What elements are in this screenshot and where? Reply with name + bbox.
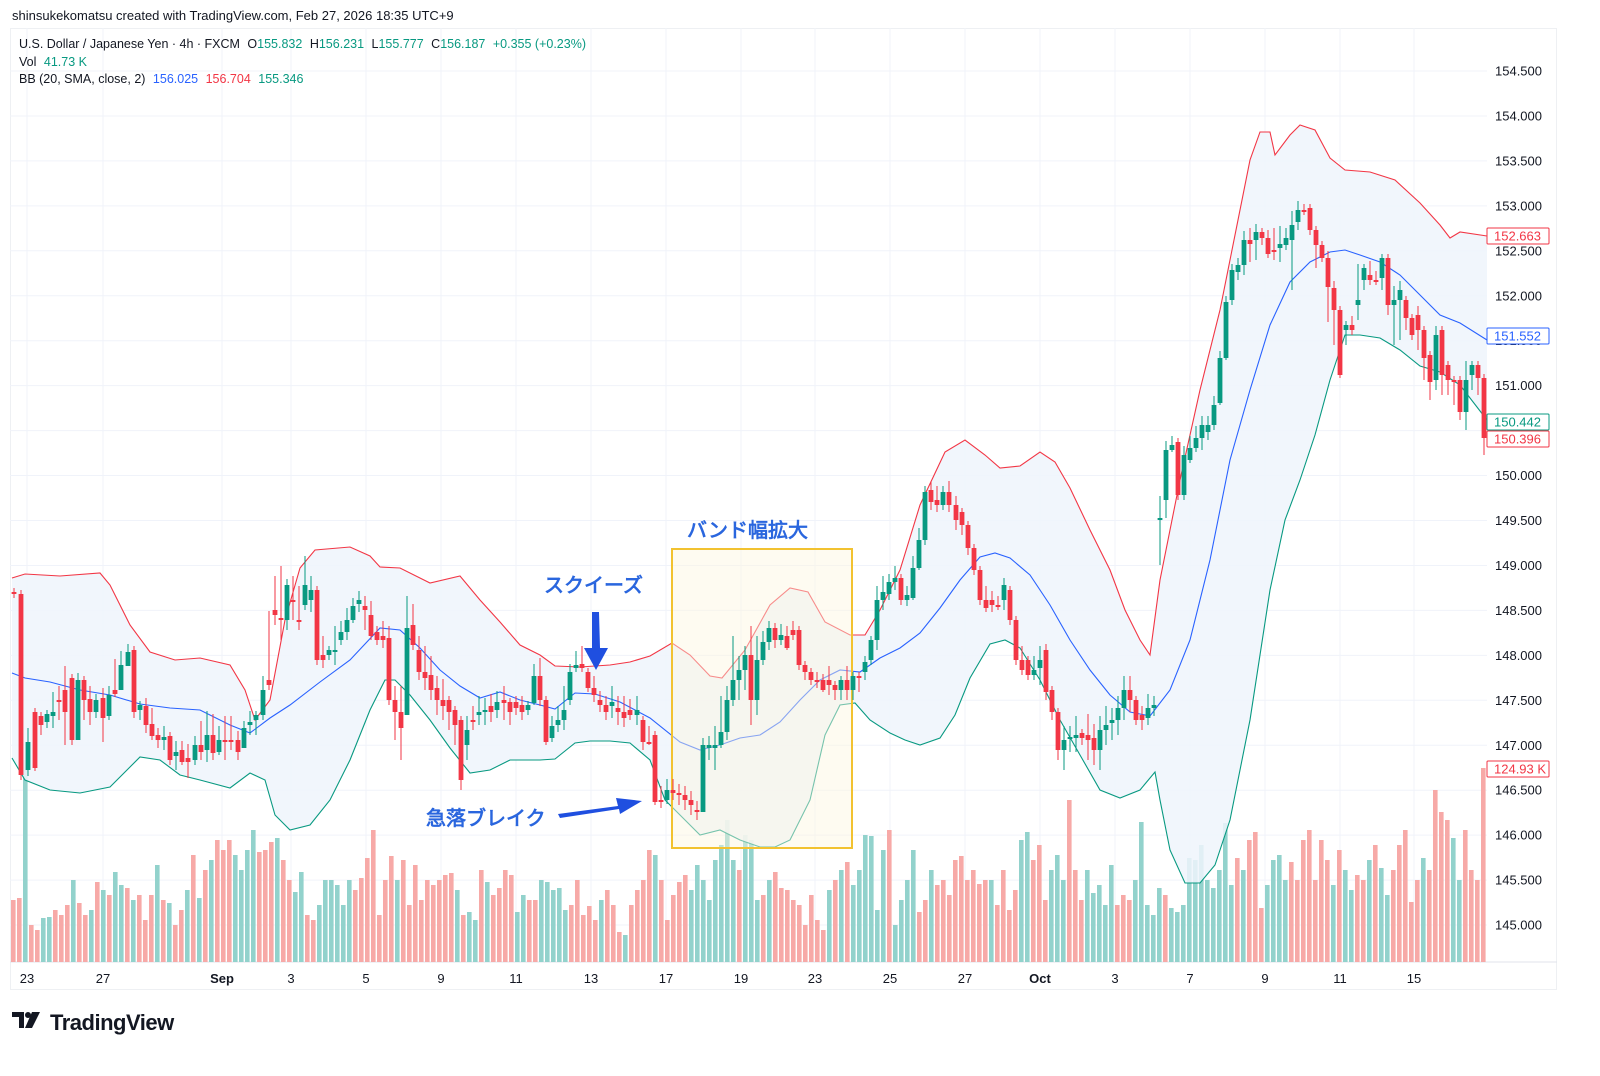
bb-label[interactable]: BB (20, SMA, close, 2) xyxy=(19,72,146,86)
bb-upper-value: 156.704 xyxy=(205,72,251,86)
legend-bb-row: BB (20, SMA, close, 2) 156.025 156.704 1… xyxy=(19,71,590,89)
price-axis-label: 146.000 xyxy=(1495,828,1542,843)
chart-legend: U.S. Dollar / Japanese Yen · 4h · FXCM O… xyxy=(19,36,590,89)
time-axis-label: 23 xyxy=(20,971,34,986)
volume-price-tag: 124.93 K xyxy=(1486,760,1550,778)
time-axis-label: 19 xyxy=(734,971,748,986)
annotation-squeeze: スクイーズ xyxy=(544,573,643,597)
price-axis-label: 147.500 xyxy=(1495,693,1542,708)
price-tags: 152.663 151.552 150.442 150.396 124.93 K xyxy=(1486,227,1550,778)
price-axis-label: 153.500 xyxy=(1495,153,1542,168)
price-axis-label: 148.000 xyxy=(1495,648,1542,663)
bb-lower-value: 155.346 xyxy=(258,72,304,86)
volume-bars xyxy=(11,760,1486,962)
price-axis-label: 152.000 xyxy=(1495,288,1542,303)
time-axis-label: Sep xyxy=(210,971,234,986)
price-change: +0.355 (+0.23%) xyxy=(492,37,586,51)
bb-lower-price-tag: 150.442 xyxy=(1486,413,1550,431)
squeeze-arrow-icon xyxy=(584,612,608,670)
ohlc-open: O155.832 xyxy=(247,37,303,51)
ohlc-low: L155.777 xyxy=(371,37,424,51)
candlesticks xyxy=(11,201,1487,820)
svg-text:150.442: 150.442 xyxy=(1494,415,1541,430)
bb-basis-price-tag: 151.552 xyxy=(1486,327,1550,345)
annotation-sharp-drop-break: 急落ブレイク xyxy=(426,806,546,830)
volume-value: 41.73 K xyxy=(43,54,87,69)
time-axis-label: 11 xyxy=(509,971,523,986)
svg-text:124.93 K: 124.93 K xyxy=(1494,762,1546,777)
price-axis-label: 150.000 xyxy=(1495,468,1542,483)
legend-volume-row: Vol 41.73 K xyxy=(19,54,590,72)
price-axis-label: 149.000 xyxy=(1495,558,1542,573)
time-axis-label: 3 xyxy=(287,971,294,986)
price-axis-label: 145.000 xyxy=(1495,918,1542,933)
tradingview-logo[interactable]: TradingView xyxy=(12,1010,174,1036)
time-axis-label: 15 xyxy=(1407,971,1421,986)
time-axis-label: 27 xyxy=(96,971,110,986)
price-axis-label: 146.500 xyxy=(1495,783,1542,798)
ohlc-high: H156.231 xyxy=(309,37,365,51)
time-axis-label: 13 xyxy=(584,971,598,986)
last-price-tag: 150.396 xyxy=(1486,430,1550,448)
price-axis-label: 145.500 xyxy=(1495,873,1542,888)
time-axis-label: 9 xyxy=(437,971,444,986)
break-arrow-icon xyxy=(558,798,642,818)
bb-upper-price-tag: 152.663 xyxy=(1486,227,1550,245)
volume-label[interactable]: Vol xyxy=(19,54,37,69)
annotation-arrows xyxy=(558,612,642,818)
time-axis-label: 9 xyxy=(1261,971,1268,986)
bb-basis-value: 156.025 xyxy=(152,72,199,86)
tradingview-logo-text: TradingView xyxy=(50,1010,174,1035)
time-axis-label: Oct xyxy=(1029,971,1051,986)
price-axis-label: 153.000 xyxy=(1495,198,1542,213)
time-axis-label: 11 xyxy=(1333,971,1347,986)
symbol-title[interactable]: U.S. Dollar / Japanese Yen · 4h · FXCM xyxy=(19,37,240,51)
time-axis-label: 23 xyxy=(808,971,822,986)
time-axis-label: 17 xyxy=(659,971,673,986)
time-axis-label: 7 xyxy=(1186,971,1193,986)
ohlc-close: C156.187 xyxy=(431,37,486,51)
bb-basis-line xyxy=(11,249,1488,751)
price-axis-label: 149.500 xyxy=(1495,513,1542,528)
price-axis-label: 147.000 xyxy=(1495,738,1542,753)
time-axis-label: 27 xyxy=(958,971,972,986)
tradingview-logo-icon xyxy=(12,1010,44,1036)
price-axis-label: 148.500 xyxy=(1495,603,1542,618)
band-expansion-box xyxy=(671,548,853,849)
price-axis-label: 151.000 xyxy=(1495,378,1542,393)
svg-text:151.552: 151.552 xyxy=(1494,329,1541,344)
price-axis[interactable]: 154.500 154.000 153.500 153.000 152.500 152.0… xyxy=(1495,64,1542,933)
time-axis-label: 25 xyxy=(883,971,897,986)
time-axis[interactable]: 23 27 Sep 3 5 9 11 13 17 19 23 25 27 Oct 3 7 9 11 15 xyxy=(20,971,1421,986)
svg-text:150.396: 150.396 xyxy=(1494,432,1541,447)
price-axis-label: 154.000 xyxy=(1495,108,1542,123)
time-axis-label: 5 xyxy=(362,971,369,986)
legend-symbol-row: U.S. Dollar / Japanese Yen · 4h · FXCM O… xyxy=(19,36,590,54)
credit-line: shinsukekomatsu created with TradingView… xyxy=(12,8,454,23)
price-axis-label: 152.500 xyxy=(1495,243,1542,258)
annotation-band-expansion: バンド幅拡大 xyxy=(687,518,808,542)
svg-text:152.663: 152.663 xyxy=(1494,229,1541,244)
bb-lower-line xyxy=(11,334,1488,884)
price-axis-label: 154.500 xyxy=(1495,64,1542,79)
chart-frame xyxy=(10,28,1557,990)
time-axis-label: 3 xyxy=(1111,971,1118,986)
